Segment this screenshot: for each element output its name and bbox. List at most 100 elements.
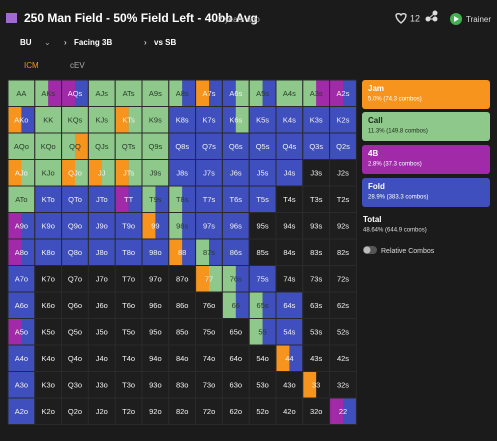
like-icon[interactable] [395, 13, 407, 24]
hand-label: 55 [258, 328, 266, 337]
hand-segment [302, 292, 330, 319]
hand-label: 93s [310, 222, 322, 231]
hand-segment [168, 292, 196, 319]
hand-segment [195, 212, 223, 239]
hand-label: 72o [203, 407, 216, 416]
hand-label: J3o [96, 381, 108, 390]
hand-segment [61, 371, 89, 398]
tab[interactable]: cEV [70, 61, 85, 70]
hand-segment [61, 318, 89, 345]
hand-segment [168, 106, 196, 133]
hand-segment [195, 398, 223, 425]
hand-label: T2o [122, 407, 135, 416]
hand-label: 53s [310, 328, 322, 337]
hand-segment [128, 106, 143, 133]
hand-segment [329, 265, 357, 292]
hand-segment [276, 186, 303, 213]
hand-segment [155, 212, 169, 239]
hand-segment [142, 133, 169, 160]
hand-segment [302, 106, 330, 133]
hand-segment [168, 345, 196, 372]
hand-segment [88, 265, 116, 292]
hand-label: A5s [256, 89, 269, 98]
hand-segment [249, 398, 277, 425]
hand-segment [61, 106, 89, 133]
hand-segment [276, 212, 303, 239]
hand-segment [329, 106, 357, 133]
hand-label: 92s [337, 222, 349, 231]
hand-segment [115, 80, 143, 107]
hand-label: 43o [283, 381, 296, 390]
hand-label: J2s [337, 169, 349, 178]
position[interactable]: BU [20, 38, 32, 47]
hand-segment [302, 398, 330, 425]
hand-label: T6o [122, 301, 135, 310]
hand-label: AKs [41, 89, 55, 98]
hand-label: K7s [203, 116, 216, 125]
hand-label: A8s [176, 89, 189, 98]
hand-segment [88, 318, 116, 345]
hand-label: 77 [205, 275, 213, 284]
hand-segment [222, 159, 250, 186]
tab-active[interactable]: ICM [24, 61, 39, 70]
hand-segment [142, 345, 169, 372]
hand-segment [115, 239, 143, 266]
nav-step[interactable]: vs SB [154, 38, 176, 47]
hand-segment [222, 239, 250, 266]
hand-segment [88, 159, 102, 186]
hand-label: 86s [230, 248, 242, 257]
hand-segment [316, 80, 330, 107]
hand-segment [75, 133, 89, 160]
hand-label: 32o [310, 407, 323, 416]
title: 250 Man Field - 50% Field Left - 40bb Av… [24, 11, 258, 25]
hand-segment [222, 80, 236, 107]
hand-segment [115, 371, 143, 398]
trainer-button[interactable]: Trainer [466, 15, 491, 24]
hand-segment [142, 398, 169, 425]
hand-label: KTs [122, 116, 135, 125]
hand-segment [249, 159, 277, 186]
hand-label: 72s [337, 275, 349, 284]
hand-label: A4s [283, 89, 296, 98]
hand-label: KJo [42, 169, 55, 178]
hand-segment [222, 212, 250, 239]
hand-label: J5s [257, 169, 269, 178]
hand-segment [249, 318, 263, 345]
hand-segment [142, 292, 169, 319]
hand-label: A3o [15, 381, 28, 390]
hand-label: A3s [310, 89, 323, 98]
age: 2 years ago [218, 15, 260, 24]
hand-label: KK [43, 116, 53, 125]
hand-label: 92o [149, 407, 162, 416]
hand-segment [168, 318, 196, 345]
hand-label: KTo [42, 195, 55, 204]
hand-label: Q7s [202, 142, 216, 151]
hand-label: J4s [284, 169, 296, 178]
hand-label: Q3o [68, 381, 82, 390]
hand-label: QTs [122, 142, 136, 151]
hand-segment [34, 106, 62, 133]
hand-label: K4o [42, 354, 55, 363]
hand-label: T2s [337, 195, 350, 204]
hand-segment [155, 186, 169, 213]
hand-segment [115, 265, 143, 292]
hand-segment [302, 345, 330, 372]
hand-label: AA [16, 89, 26, 98]
hand-segment [302, 212, 330, 239]
hand-label: K8s [176, 116, 189, 125]
hand-segment [235, 106, 250, 133]
hand-label: T4o [122, 354, 135, 363]
hand-segment [235, 292, 250, 319]
hand-label: A9o [15, 222, 28, 231]
share-icon[interactable] [425, 10, 438, 22]
hand-label: 43s [310, 354, 322, 363]
hand-segment [302, 186, 330, 213]
hand-segment [115, 398, 143, 425]
hand-segment [142, 159, 169, 186]
hand-label: KQs [68, 116, 83, 125]
hand-segment [61, 345, 89, 372]
hand-segment [8, 239, 22, 266]
nav-step[interactable]: Facing 3B [74, 38, 112, 47]
hand-label: Q5s [256, 142, 270, 151]
hand-label: TT [124, 195, 134, 204]
